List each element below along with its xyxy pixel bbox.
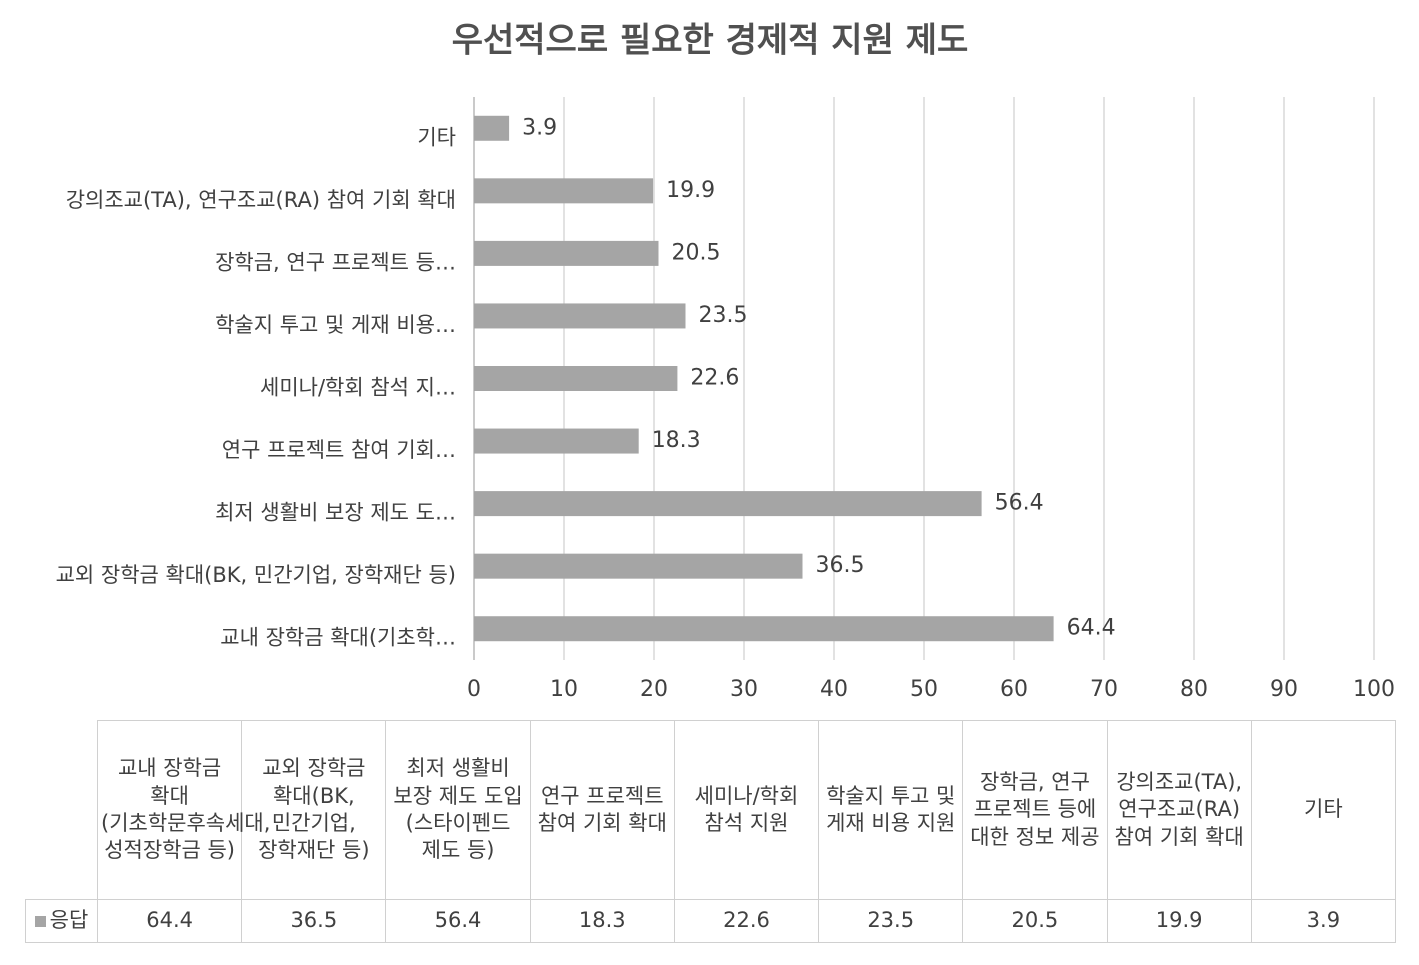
table-category: 최저 생활비 보장 제도 도입(스타이펜드 제도 등): [385, 720, 531, 900]
bar: [474, 240, 659, 266]
table-category: 장학금, 연구 프로젝트 등에 대한 정보 제공: [962, 720, 1108, 900]
legend-label: 응답: [49, 908, 89, 933]
y-tick-label: 강의조교(TA), 연구조교(RA) 참여 기회 확대: [66, 188, 456, 212]
table-category: 연구 프로젝트 참여 기회 확대: [529, 720, 675, 900]
y-tick-label: 세미나/학회 참석 지…: [260, 376, 456, 400]
x-tick-label: 60: [1000, 677, 1028, 702]
table-category: 세미나/학회 참석 지원: [673, 720, 820, 900]
x-tick-label: 90: [1270, 677, 1298, 702]
x-tick-label: 50: [910, 677, 938, 702]
legend-cell: 응답: [25, 899, 98, 943]
y-tick-label: 교외 장학금 확대(BK, 민간기업, 장학재단 등): [56, 563, 456, 587]
table-value: 56.4: [385, 899, 531, 943]
x-tick-label: 20: [640, 677, 668, 702]
bar: [474, 428, 639, 454]
bar: [474, 553, 803, 579]
bar: [474, 115, 510, 141]
y-tick-label: 장학금, 연구 프로젝트 등…: [215, 250, 456, 274]
data-label: 36.5: [816, 553, 865, 578]
x-tick-label: 80: [1180, 677, 1208, 702]
bar: [474, 616, 1054, 642]
x-tick-label: 30: [730, 677, 758, 702]
table-value: 23.5: [818, 899, 964, 943]
y-tick-label: 학술지 투고 및 게재 비용…: [215, 313, 456, 337]
x-tick-label: 10: [550, 677, 578, 702]
x-tick-label: 40: [820, 677, 848, 702]
data-table: 교내 장학금 확대(기초학문후속세대, 성적장학금 등) 교외 장학금 확대(BK…: [25, 720, 1397, 943]
data-label: 19.9: [666, 178, 715, 203]
table-value: 18.3: [529, 899, 675, 943]
x-tick-label: 100: [1353, 677, 1395, 702]
bar: [474, 178, 654, 204]
data-label: 18.3: [652, 428, 701, 453]
bar: [474, 491, 982, 517]
table-header-row: 교내 장학금 확대(기초학문후속세대, 성적장학금 등) 교외 장학금 확대(BK…: [25, 720, 1397, 900]
bar: [474, 303, 686, 329]
table-category: 강의조교(TA), 연구조교(RA) 참여 기회 확대: [1106, 720, 1252, 900]
data-label: 64.4: [1067, 616, 1116, 641]
table-value: 22.6: [673, 899, 820, 943]
table-value: 20.5: [962, 899, 1108, 943]
table-value-row: 응답 64.4 36.5 56.4 18.3 22.6 23.5 20.5 19.9 3.9: [25, 899, 1397, 943]
chart-title: 우선적으로 필요한 경제적 지원 제도: [452, 21, 969, 61]
x-tick-label: 0: [467, 677, 481, 702]
table-corner: [25, 720, 98, 900]
data-label: 56.4: [995, 491, 1044, 516]
table-value: 64.4: [96, 899, 243, 943]
data-label: 23.5: [699, 303, 748, 328]
legend-key: [34, 915, 46, 927]
x-tick-label: 70: [1090, 677, 1118, 702]
table-category: 교외 장학금 확대(BK, 민간기업, 장학재단 등): [241, 720, 387, 900]
data-label: 20.5: [672, 240, 721, 265]
table-value: 36.5: [241, 899, 387, 943]
table-value: 3.9: [1250, 899, 1397, 943]
y-tick-label: 연구 프로젝트 참여 기회…: [222, 438, 456, 462]
table-value: 19.9: [1106, 899, 1252, 943]
y-tick-label: 교내 장학금 확대(기초학…: [220, 626, 456, 650]
y-tick-label: 최저 생활비 보장 제도 도…: [215, 501, 456, 525]
bar: [474, 366, 678, 391]
table-category: 학술지 투고 및 게재 비용 지원: [818, 720, 964, 900]
data-label: 3.9: [522, 115, 557, 140]
table-category: 교내 장학금 확대(기초학문후속세대, 성적장학금 등): [96, 720, 270, 900]
data-label: 22.6: [690, 366, 739, 391]
table-category: 기타: [1250, 720, 1397, 900]
chart: 우선적으로 필요한 경제적 지원 제도 0 10 20 30 40 50 60 70 80 90 1…: [56, 21, 1395, 703]
y-tick-label: 기타: [417, 125, 456, 149]
